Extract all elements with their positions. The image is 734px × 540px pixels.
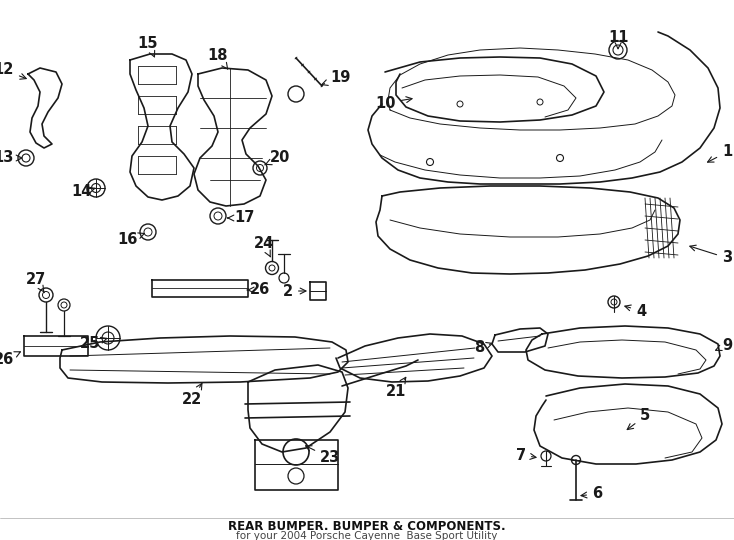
Text: REAR BUMPER. BUMPER & COMPONENTS.: REAR BUMPER. BUMPER & COMPONENTS. <box>228 519 506 532</box>
Text: 21: 21 <box>386 377 406 400</box>
Text: for your 2004 Porsche Cayenne  Base Sport Utility: for your 2004 Porsche Cayenne Base Sport… <box>236 531 498 540</box>
Text: 10: 10 <box>376 96 412 111</box>
Text: 8: 8 <box>473 341 493 355</box>
Text: 22: 22 <box>182 383 202 408</box>
Text: 2: 2 <box>283 284 306 299</box>
Text: 11: 11 <box>608 30 628 49</box>
Text: 3: 3 <box>690 245 732 266</box>
Text: 16: 16 <box>117 233 145 247</box>
Text: 24: 24 <box>254 237 274 257</box>
Text: 25: 25 <box>79 336 107 352</box>
Text: 17: 17 <box>228 211 255 226</box>
Text: 6: 6 <box>581 487 602 502</box>
Text: 14: 14 <box>72 185 95 199</box>
Text: 23: 23 <box>305 446 341 465</box>
Text: 9: 9 <box>716 338 732 353</box>
Text: 19: 19 <box>321 71 350 85</box>
Text: 20: 20 <box>265 151 291 165</box>
Text: 18: 18 <box>208 49 228 69</box>
Text: 13: 13 <box>0 151 22 165</box>
Text: 26: 26 <box>0 352 21 368</box>
Text: 1: 1 <box>708 145 733 162</box>
Text: 5: 5 <box>628 408 650 430</box>
Text: 12: 12 <box>0 63 26 79</box>
Text: 27: 27 <box>26 273 46 293</box>
Text: 15: 15 <box>138 36 159 57</box>
Text: 7: 7 <box>516 448 536 462</box>
Text: 4: 4 <box>625 303 646 319</box>
Text: 26: 26 <box>247 282 270 298</box>
